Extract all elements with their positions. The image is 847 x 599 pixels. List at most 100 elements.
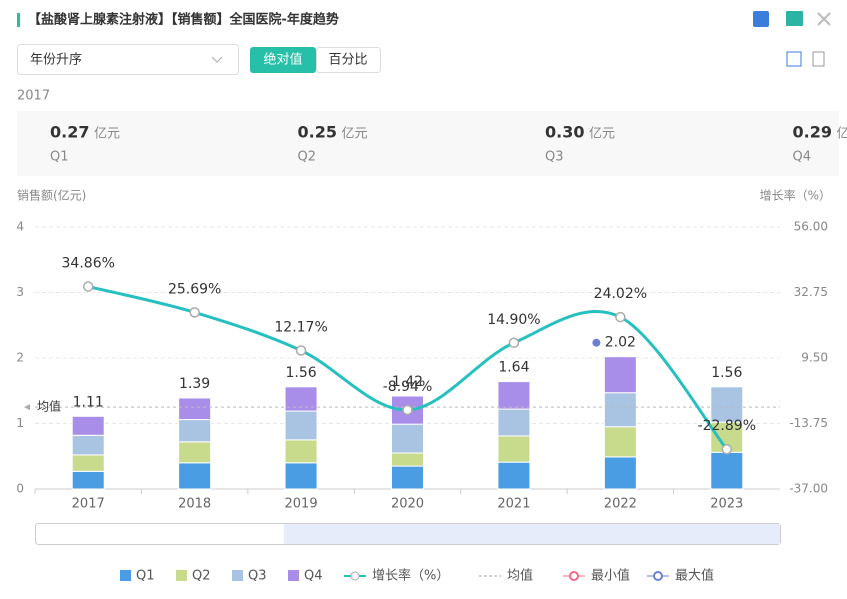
toggle-percent[interactable] — [316, 47, 381, 73]
legend-text: 最大值 — [675, 568, 714, 584]
legend-dot — [569, 571, 579, 581]
total-label: 1.64 — [498, 360, 529, 376]
legend-text: 增长率（%） — [372, 568, 449, 584]
x-tick-label: 2022 — [604, 497, 637, 512]
x-tick-label: 2021 — [497, 497, 530, 512]
bar-segment — [71, 415, 105, 436]
toggle-label: 百分比 — [328, 53, 367, 68]
legend-text: Q1 — [136, 569, 155, 584]
bar-segment — [284, 439, 318, 464]
sort-text: 年份升序 — [30, 53, 82, 68]
growth-label: -8.94% — [383, 379, 433, 395]
bar-segment — [497, 435, 531, 463]
growth-point — [295, 345, 307, 356]
total-label: 2.02 — [605, 335, 636, 351]
x-tick-label: 2023 — [710, 497, 743, 512]
growth-point — [402, 404, 413, 416]
x-tick-label: 2020 — [391, 497, 424, 512]
growth-point — [615, 311, 626, 323]
y-tick-label: 1 — [16, 416, 24, 430]
y2-tick-label: 32.75 — [794, 285, 828, 299]
legend-swatch — [120, 570, 131, 581]
y2-axis-label: 增长率（%） — [760, 188, 831, 203]
card-value: 0.30 — [545, 123, 584, 142]
x-tick-label: 2017 — [72, 497, 105, 512]
zoom-window[interactable] — [284, 524, 780, 544]
bar-segment — [391, 465, 424, 490]
card-label: Q2 — [298, 150, 317, 165]
y2-tick-label: -37.00 — [789, 482, 828, 496]
total-label: 1.56 — [711, 365, 742, 381]
table-view-icon[interactable] — [812, 51, 825, 67]
legend-swatch — [232, 570, 243, 581]
card-unit: 亿元 — [94, 127, 120, 142]
average-label: 均值 — [37, 399, 61, 414]
growth-point — [721, 443, 733, 455]
total-label: 1.42 — [392, 374, 423, 390]
bar-segment — [391, 423, 424, 454]
card-label: Q1 — [50, 150, 69, 165]
growth-label: 24.02% — [594, 286, 647, 302]
total-label: 1.11 — [73, 394, 104, 410]
summary-panel — [17, 111, 839, 176]
growth-label: 14.90% — [487, 312, 540, 328]
growth-point — [82, 281, 94, 292]
y2-tick-label: 56.00 — [794, 220, 828, 234]
total-label: 1.39 — [179, 376, 210, 392]
bar-segment — [497, 408, 531, 437]
x-tick-label: 2018 — [178, 497, 211, 512]
y-axis-label: 销售额(亿元) — [17, 188, 86, 203]
bar-view-icon[interactable] — [786, 51, 802, 67]
bar-segment — [284, 410, 318, 441]
bar-segment — [178, 441, 212, 464]
image-icon[interactable] — [786, 11, 803, 26]
toggle-absolute[interactable] — [250, 47, 316, 73]
title: 【盐酸肾上腺素注射液】【销售额】全国医院-年度趋势 — [28, 12, 339, 28]
card-label: Q3 — [545, 150, 564, 165]
average-arrow — [24, 404, 30, 411]
bar-segment — [710, 451, 744, 490]
card-value: 0.29 — [793, 123, 832, 142]
legend-dot — [350, 571, 360, 581]
close-icon[interactable] — [817, 12, 831, 26]
excel-icon[interactable] — [753, 11, 769, 27]
legend-dot — [653, 571, 663, 581]
bar-segment — [178, 419, 212, 443]
card-value: 0.25 — [298, 123, 337, 142]
bar-segment — [603, 392, 637, 428]
legend-text: Q4 — [304, 569, 323, 584]
toggle-label: 绝对值 — [263, 52, 302, 68]
bar-segment — [497, 461, 531, 490]
growth-label: 25.69% — [168, 281, 221, 297]
bar-segment — [178, 462, 212, 490]
card-value: 0.27 — [50, 123, 89, 142]
growth-point — [189, 307, 200, 318]
max-marker — [592, 338, 601, 347]
legend-text: Q3 — [248, 569, 267, 584]
summary-year: 2017 — [17, 89, 50, 104]
y-tick-label: 0 — [16, 482, 24, 496]
card-unit: 亿元 — [837, 127, 847, 142]
bar-segment — [603, 456, 637, 490]
y-tick-label: 2 — [16, 351, 24, 365]
growth-label: 34.86% — [62, 256, 115, 272]
bar-segment — [391, 452, 424, 467]
bar-segment — [284, 462, 318, 490]
title-accent — [17, 13, 20, 27]
bar-segment — [603, 356, 637, 394]
card-unit: 亿元 — [589, 127, 615, 142]
legend-text: 最小值 — [591, 568, 630, 584]
bar-segment — [71, 434, 105, 456]
dropdown-arrow — [211, 56, 223, 63]
card-label: Q4 — [793, 150, 812, 165]
legend-swatch — [176, 570, 187, 581]
sort-dropdown[interactable] — [17, 44, 239, 75]
legend-swatch — [288, 570, 299, 581]
legend-text: Q2 — [192, 569, 211, 584]
growth-point — [508, 337, 520, 349]
y2-tick-label: -13.75 — [789, 416, 828, 430]
y-tick-label: 3 — [16, 285, 24, 299]
bar-segment — [71, 470, 105, 490]
bar-segment — [71, 454, 105, 472]
